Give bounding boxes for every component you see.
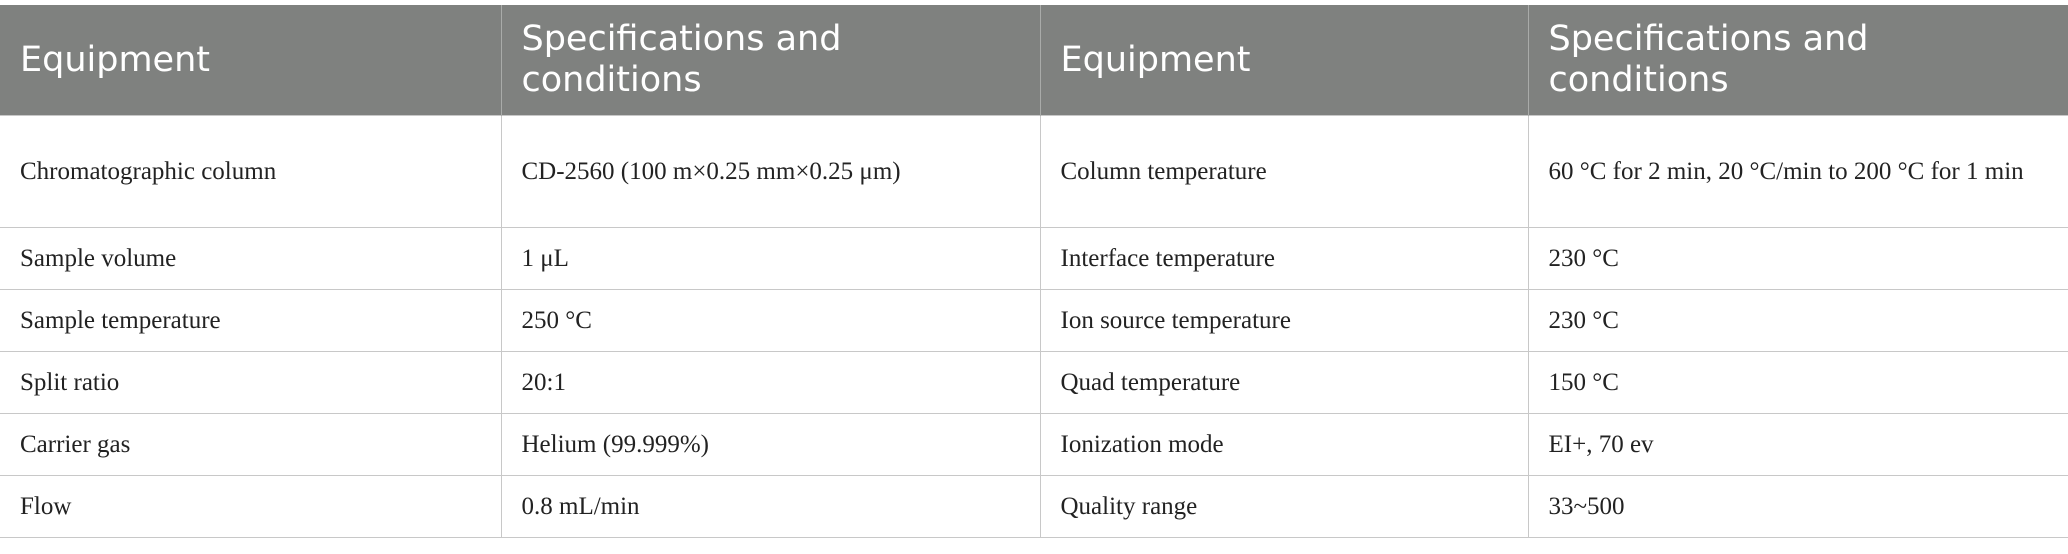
- table-row: Flow 0.8 mL/min Quality range 33~500: [0, 475, 2068, 538]
- table-cell: Split ratio: [0, 351, 502, 414]
- table-cell: 230 °C: [1527, 227, 2068, 290]
- table-cell: Carrier gas: [0, 413, 502, 476]
- table-row: Chromatographic column CD-2560 (100 m×0.2…: [0, 115, 2068, 228]
- table-cell: 250 °C: [500, 289, 1041, 352]
- table-cell: Sample temperature: [0, 289, 502, 352]
- spec-table: Equipment Specifications and conditions Eq…: [0, 5, 2068, 538]
- table-cell: Sample volume: [0, 227, 502, 290]
- table-cell: Ionization mode: [1039, 413, 1529, 476]
- header-cell: Equipment: [1039, 5, 1528, 116]
- table-cell: 33~500: [1527, 475, 2068, 538]
- header-cell: Specifications and conditions: [1527, 5, 2068, 116]
- table-cell: 20:1: [500, 351, 1041, 414]
- header-row: Equipment Specifications and conditions Eq…: [0, 5, 2068, 116]
- table-cell: 150 °C: [1527, 351, 2068, 414]
- table-cell: Quality range: [1039, 475, 1529, 538]
- header-cell: Equipment: [0, 5, 501, 116]
- table-cell: 1 μL: [500, 227, 1041, 290]
- table-cell: Chromatographic column: [0, 115, 502, 228]
- header-cell: Specifications and conditions: [500, 5, 1040, 116]
- table-cell: Quad temperature: [1039, 351, 1529, 414]
- table-body: Chromatographic column CD-2560 (100 m×0.2…: [0, 115, 2068, 538]
- table-cell: 0.8 mL/min: [500, 475, 1041, 538]
- table-row: Carrier gas Helium (99.999%) Ionization mo…: [0, 413, 2068, 476]
- table-cell: Interface temperature: [1039, 227, 1529, 290]
- table-cell: 230 °C: [1527, 289, 2068, 352]
- table-cell: Flow: [0, 475, 502, 538]
- table-cell: Ion source temperature: [1039, 289, 1529, 352]
- table-cell: Column temperature: [1039, 115, 1529, 228]
- table-cell: EI+, 70 ev: [1527, 413, 2068, 476]
- table-cell: Helium (99.999%): [500, 413, 1041, 476]
- table-row: Sample temperature 250 °C Ion source tempe…: [0, 289, 2068, 352]
- table-cell: 60 °C for 2 min, 20 °C/min to 200 °C for…: [1527, 115, 2068, 228]
- table-row: Sample volume 1 μL Interface temperature 23…: [0, 227, 2068, 290]
- table-row: Split ratio 20:1 Quad temperature 150 °C: [0, 351, 2068, 414]
- table-cell: CD-2560 (100 m×0.25 mm×0.25 μm): [500, 115, 1041, 228]
